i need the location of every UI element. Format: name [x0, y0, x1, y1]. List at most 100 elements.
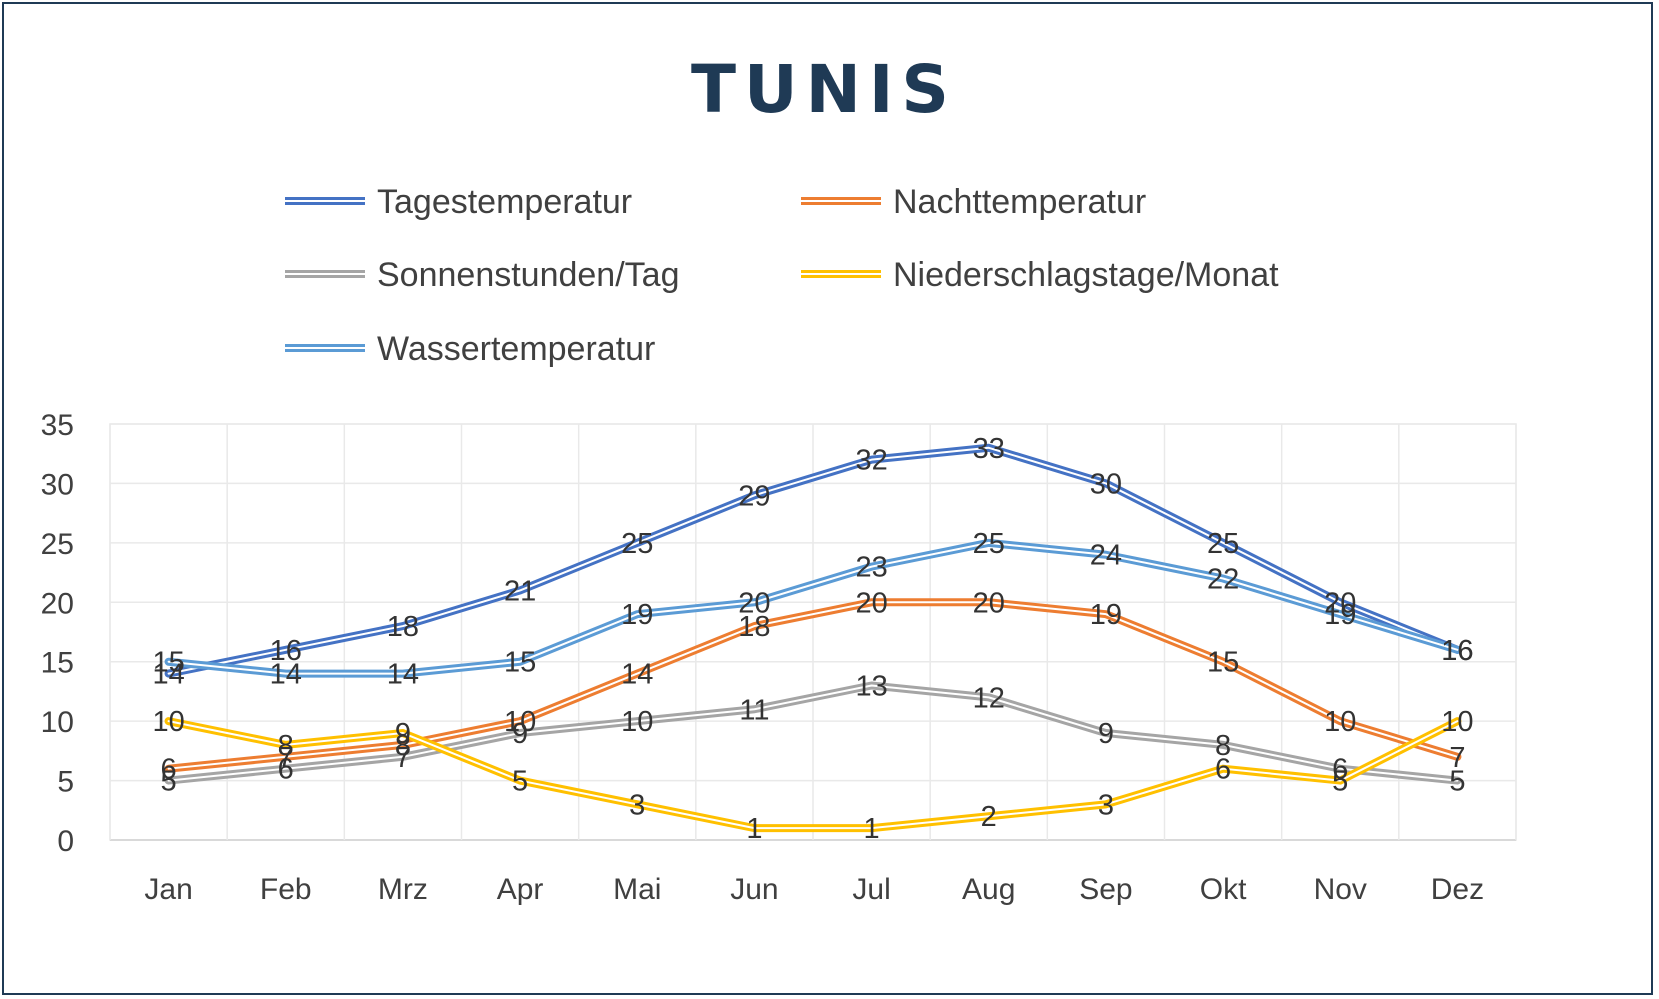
y-tick-label: 20	[41, 587, 74, 620]
x-axis: Jan Feb Mrz Apr Mai Jun Jul Aug Sep Okt Nov Dez	[144, 873, 1484, 906]
data-label-wassertemperatur: 24	[1090, 540, 1122, 572]
data-label-sonnenstunden-tag: 10	[621, 706, 653, 738]
x-tick-label: Jan	[144, 873, 192, 906]
x-tick-label: Mrz	[378, 873, 428, 906]
data-label-nachttemperatur: 10	[1324, 706, 1356, 738]
legend-item-wassertemperatur: Wassertemperatur	[285, 330, 655, 368]
series-lines	[164, 443, 1462, 833]
data-label-tagestemperatur: 21	[504, 575, 536, 607]
data-label-tagestemperatur: 25	[1207, 528, 1239, 560]
data-label-niederschlagstage-monat: 1	[746, 813, 762, 845]
chart-legend: Tagestemperatur Nachttemperatur Sonnenstun…	[285, 183, 1279, 368]
data-label-wassertemperatur: 23	[855, 552, 887, 584]
legend-item-nachttemperatur: Nachttemperatur	[801, 183, 1146, 221]
data-label-sonnenstunden-tag: 11	[739, 694, 769, 726]
data-label-tagestemperatur: 29	[738, 480, 770, 512]
series-tagestemperatur	[164, 443, 1462, 678]
x-tick-label: Okt	[1200, 873, 1247, 906]
y-tick-label: 15	[41, 647, 74, 680]
y-tick-label: 5	[57, 766, 74, 799]
data-label-wassertemperatur: 22	[1207, 564, 1239, 596]
x-tick-label: Sep	[1079, 873, 1132, 906]
data-label-niederschlagstage-monat: 6	[1215, 754, 1231, 786]
x-tick-label: Apr	[497, 873, 544, 906]
data-label-sonnenstunden-tag: 7	[395, 742, 411, 774]
series-line-highlight	[167, 541, 1459, 675]
data-label-wassertemperatur: 25	[973, 528, 1005, 560]
data-label-niederschlagstage-monat: 9	[395, 718, 411, 750]
data-label-wassertemperatur: 19	[621, 599, 653, 631]
data-label-tagestemperatur: 16	[270, 635, 302, 667]
chart-canvas: TUNIS Tagestemperatur Nachttemperatur Sonn…	[41, 51, 1517, 906]
data-label-niederschlagstage-monat: 3	[629, 789, 645, 821]
grid-lines	[109, 423, 1517, 841]
data-label-wassertemperatur: 19	[1324, 599, 1356, 631]
x-tick-label: Jun	[730, 873, 778, 906]
series-niederschlagstage-monat	[164, 717, 1462, 833]
data-label-wassertemperatur: 20	[738, 587, 770, 619]
legend-label: Sonnenstunden/Tag	[377, 256, 679, 294]
legend-item-sonnenstunden-tag: Sonnenstunden/Tag	[285, 256, 679, 294]
y-tick-label: 25	[41, 528, 74, 561]
x-tick-label: Mai	[613, 873, 661, 906]
data-label-niederschlagstage-monat: 10	[1441, 706, 1473, 738]
data-label-tagestemperatur: 20	[1324, 587, 1356, 619]
series-line-highlight	[167, 720, 1459, 830]
legend-label: Niederschlagstage/Monat	[893, 256, 1279, 294]
x-tick-label: Aug	[962, 873, 1015, 906]
data-label-sonnenstunden-tag: 6	[278, 754, 294, 786]
legend-item-niederschlagstage-monat: Niederschlagstage/Monat	[801, 256, 1279, 294]
series-wassertemperatur	[164, 538, 1462, 678]
data-label-niederschlagstage-monat: 5	[1332, 766, 1348, 798]
data-label-nachttemperatur: 8	[395, 730, 411, 762]
x-tick-label: Dez	[1431, 873, 1484, 906]
data-label-tagestemperatur: 25	[621, 528, 653, 560]
data-label-sonnenstunden-tag: 13	[855, 670, 887, 702]
data-label-wassertemperatur: 14	[270, 659, 302, 691]
data-label-wassertemperatur: 16	[1441, 635, 1473, 667]
y-tick-label: 10	[41, 706, 74, 739]
data-label-sonnenstunden-tag: 6	[1332, 754, 1348, 786]
data-label-tagestemperatur: 14	[152, 659, 184, 691]
data-label-nachttemperatur: 10	[504, 706, 536, 738]
data-label-niederschlagstage-monat: 2	[981, 801, 997, 833]
data-label-niederschlagstage-monat: 3	[1098, 789, 1114, 821]
data-label-niederschlagstage-monat: 1	[864, 813, 880, 845]
data-label-sonnenstunden-tag: 5	[1449, 766, 1465, 798]
data-label-sonnenstunden-tag: 8	[1215, 730, 1231, 762]
legend-label: Nachttemperatur	[893, 183, 1146, 221]
x-tick-label: Nov	[1314, 873, 1367, 906]
data-label-tagestemperatur: 18	[387, 611, 419, 643]
data-label-nachttemperatur: 14	[621, 659, 653, 691]
y-axis: 0 5 10 15 20 25 30 35	[41, 409, 74, 858]
data-label-niederschlagstage-monat: 10	[152, 706, 184, 738]
data-label-sonnenstunden-tag: 9	[1098, 718, 1114, 750]
legend-label: Tagestemperatur	[377, 183, 632, 221]
data-label-wassertemperatur: 14	[387, 659, 419, 691]
data-label-wassertemperatur: 15	[504, 647, 536, 679]
data-label-niederschlagstage-monat: 8	[278, 730, 294, 762]
data-label-nachttemperatur: 15	[1207, 647, 1239, 679]
series-line-highlight	[167, 601, 1459, 770]
data-label-sonnenstunden-tag: 12	[973, 682, 1005, 714]
legend-item-tagestemperatur: Tagestemperatur	[285, 183, 632, 221]
data-label-sonnenstunden-tag: 9	[512, 718, 528, 750]
series-nachttemperatur	[164, 598, 1462, 773]
data-label-nachttemperatur: 19	[1090, 599, 1122, 631]
data-label-niederschlagstage-monat: 5	[512, 766, 528, 798]
data-label-tagestemperatur: 33	[973, 433, 1005, 465]
x-tick-label: Jul	[852, 873, 890, 906]
x-tick-label: Feb	[260, 873, 312, 906]
y-tick-label: 0	[57, 825, 74, 858]
data-label-wassertemperatur: 15	[152, 647, 184, 679]
data-label-tagestemperatur: 16	[1441, 635, 1473, 667]
series-sonnenstunden-tag	[164, 681, 1462, 785]
data-label-tagestemperatur: 30	[1090, 468, 1122, 500]
data-label-sonnenstunden-tag: 5	[161, 766, 177, 798]
data-label-tagestemperatur: 32	[855, 445, 887, 477]
series-line-highlight	[167, 684, 1459, 782]
y-tick-label: 35	[41, 409, 74, 442]
series-line-highlight	[167, 446, 1459, 675]
